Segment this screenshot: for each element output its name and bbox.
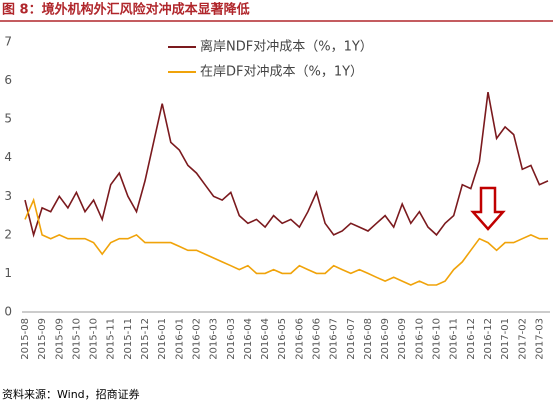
y-tick-label: 2 <box>4 227 12 241</box>
x-tick-label: 2015-11 <box>123 318 134 360</box>
x-tick-label: 2015-11 <box>106 318 117 360</box>
x-tick-label: 2016-07 <box>329 318 340 360</box>
x-tick-label: 2016-03 <box>226 318 237 360</box>
x-tick-label: 2016-01 <box>157 318 168 360</box>
x-tick-label: 2016-01 <box>174 318 185 360</box>
x-tick-label: 2017-02 <box>517 318 528 360</box>
x-tick-label: 2015-12 <box>140 318 151 360</box>
x-tick-label: 2016-05 <box>277 318 288 360</box>
x-tick-label: 2016-03 <box>209 318 220 360</box>
x-tick-label: 2016-10 <box>432 318 443 360</box>
x-tick-label: 2016-08 <box>363 318 374 360</box>
y-tick-label: 0 <box>4 305 12 319</box>
series-line <box>24 197 548 286</box>
x-tick-label: 2017-01 <box>500 318 511 360</box>
x-tick-label: 2016-09 <box>380 318 391 360</box>
x-tick-label: 2017-03 <box>534 318 545 360</box>
x-tick-label: 2016-12 <box>466 318 477 360</box>
legend-label: 在岸DF对冲成本（%，1Y） <box>200 65 363 80</box>
legend-label: 离岸NDF对冲成本（%，1Y） <box>200 39 373 55</box>
x-tick-label: 2016-06 <box>294 318 305 360</box>
series-line <box>24 91 549 238</box>
x-tick-label: 2016-10 <box>414 318 425 360</box>
x-tick-label: 2016-02 <box>191 318 202 360</box>
x-tick-label: 2015-09 <box>54 318 65 360</box>
x-tick-label: 2016-06 <box>312 318 323 360</box>
x-tick-label: 2015-08 <box>20 318 31 360</box>
x-tick-label: 2015-10 <box>89 318 100 360</box>
x-tick-label: 2016-07 <box>346 318 357 360</box>
y-tick-label: 5 <box>4 112 12 126</box>
x-tick-label: 2016-04 <box>243 318 254 360</box>
y-tick-label: 4 <box>4 150 12 164</box>
x-tick-label: 2015-09 <box>37 318 48 360</box>
source-note: 资料来源：Wind，招商证券 <box>2 387 140 401</box>
y-tick-label: 7 <box>4 35 12 49</box>
y-tick-label: 1 <box>4 266 12 280</box>
x-tick-label: 2016-11 <box>449 318 460 360</box>
x-tick-label: 2015-10 <box>71 318 82 360</box>
arrow-annotation <box>470 186 506 231</box>
y-tick-label: 6 <box>4 73 12 87</box>
y-tick-label: 3 <box>4 189 12 203</box>
x-tick-label: 2016-09 <box>397 318 408 360</box>
x-tick-label: 2016-12 <box>483 318 494 360</box>
chart-title: 图 8：境外机构外汇风险对冲成本显著降低 <box>2 2 250 18</box>
x-tick-label: 2016-04 <box>260 318 271 360</box>
